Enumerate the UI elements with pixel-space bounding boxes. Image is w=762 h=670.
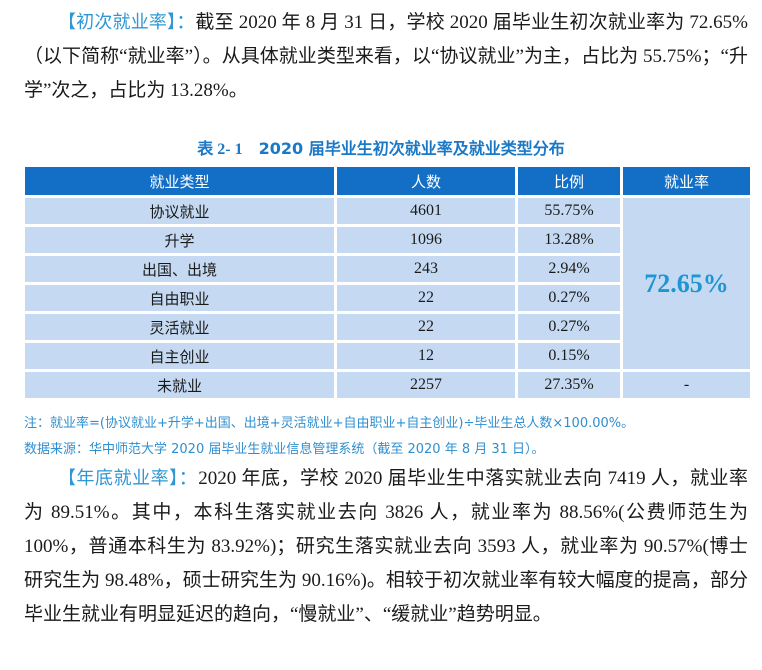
section-label: 【初次就业率】 <box>58 12 177 33</box>
table-header-row: 就业类型 人数 比例 就业率 <box>25 167 750 195</box>
initial-employment-paragraph: 【初次就业率】：截至 2020 年 8 月 31 日，学校 2020 届毕业生初… <box>24 6 748 108</box>
cell-ratio: 55.75% <box>518 198 620 224</box>
cell-type: 自主创业 <box>25 343 334 369</box>
table-row: 出国、出境 243 2.94% <box>25 256 750 282</box>
cell-type: 自由职业 <box>25 285 334 311</box>
table-number: 表 2- 1 <box>197 141 243 158</box>
table-row: 自主创业 12 0.15% <box>25 343 750 369</box>
table-title: 2020 届毕业生初次就业率及就业类型分布 <box>258 139 565 158</box>
label-colon: ： <box>176 12 196 33</box>
cell-ratio: 27.35% <box>518 372 620 398</box>
cell-count: 22 <box>337 314 515 340</box>
cell-count: 1096 <box>337 227 515 253</box>
section-label: 【年底就业率】 <box>58 468 179 489</box>
cell-type: 出国、出境 <box>25 256 334 282</box>
employment-rate-cell: 72.65% <box>623 198 750 369</box>
year-end-employment-paragraph: 【年底就业率】：2020 年底，学校 2020 届毕业生中落实就业去向 7419… <box>24 462 748 632</box>
cell-type: 升学 <box>25 227 334 253</box>
table-row: 升学 1096 13.28% <box>25 227 750 253</box>
table-row: 自由职业 22 0.27% <box>25 285 750 311</box>
cell-ratio: 0.27% <box>518 285 620 311</box>
unemployed-rate-cell: - <box>623 372 750 398</box>
header-type: 就业类型 <box>25 167 334 195</box>
header-count: 人数 <box>337 167 515 195</box>
cell-count: 12 <box>337 343 515 369</box>
cell-ratio: 13.28% <box>518 227 620 253</box>
formula-note: 注：就业率=(协议就业+升学+出国、出境+灵活就业+自由职业+自主创业)÷毕业生… <box>24 416 635 431</box>
table-row: 协议就业 4601 55.75% 72.65% <box>25 198 750 369</box>
employment-table: 就业类型 人数 比例 就业率 协议就业 4601 55.75% 72.65% 升… <box>22 164 753 401</box>
cell-ratio: 2.94% <box>518 256 620 282</box>
cell-ratio: 0.15% <box>518 343 620 369</box>
header-rate: 就业率 <box>623 167 750 195</box>
cell-type: 未就业 <box>25 372 334 398</box>
table-row: 灵活就业 22 0.27% <box>25 314 750 340</box>
data-source-note: 数据来源：华中师范大学 2020 届毕业生就业信息管理系统（截至 2020 年 … <box>24 442 545 457</box>
cell-type: 协议就业 <box>25 198 334 224</box>
paragraph-text: 2020 年底，学校 2020 届毕业生中落实就业去向 7419 人，就业率为 … <box>24 468 748 625</box>
cell-count: 4601 <box>337 198 515 224</box>
table-caption: 表 2- 1 2020 届毕业生初次就业率及就业类型分布 <box>0 135 762 159</box>
header-ratio: 比例 <box>518 167 620 195</box>
cell-count: 2257 <box>337 372 515 398</box>
cell-count: 243 <box>337 256 515 282</box>
cell-type: 灵活就业 <box>25 314 334 340</box>
cell-ratio: 0.27% <box>518 314 620 340</box>
paragraph-text: 截至 2020 年 8 月 31 日，学校 2020 届毕业生初次就业率为 72… <box>24 12 748 101</box>
label-colon: ： <box>178 468 199 489</box>
cell-count: 22 <box>337 285 515 311</box>
table-row-unemployed: 未就业 2257 27.35% - <box>25 372 750 398</box>
